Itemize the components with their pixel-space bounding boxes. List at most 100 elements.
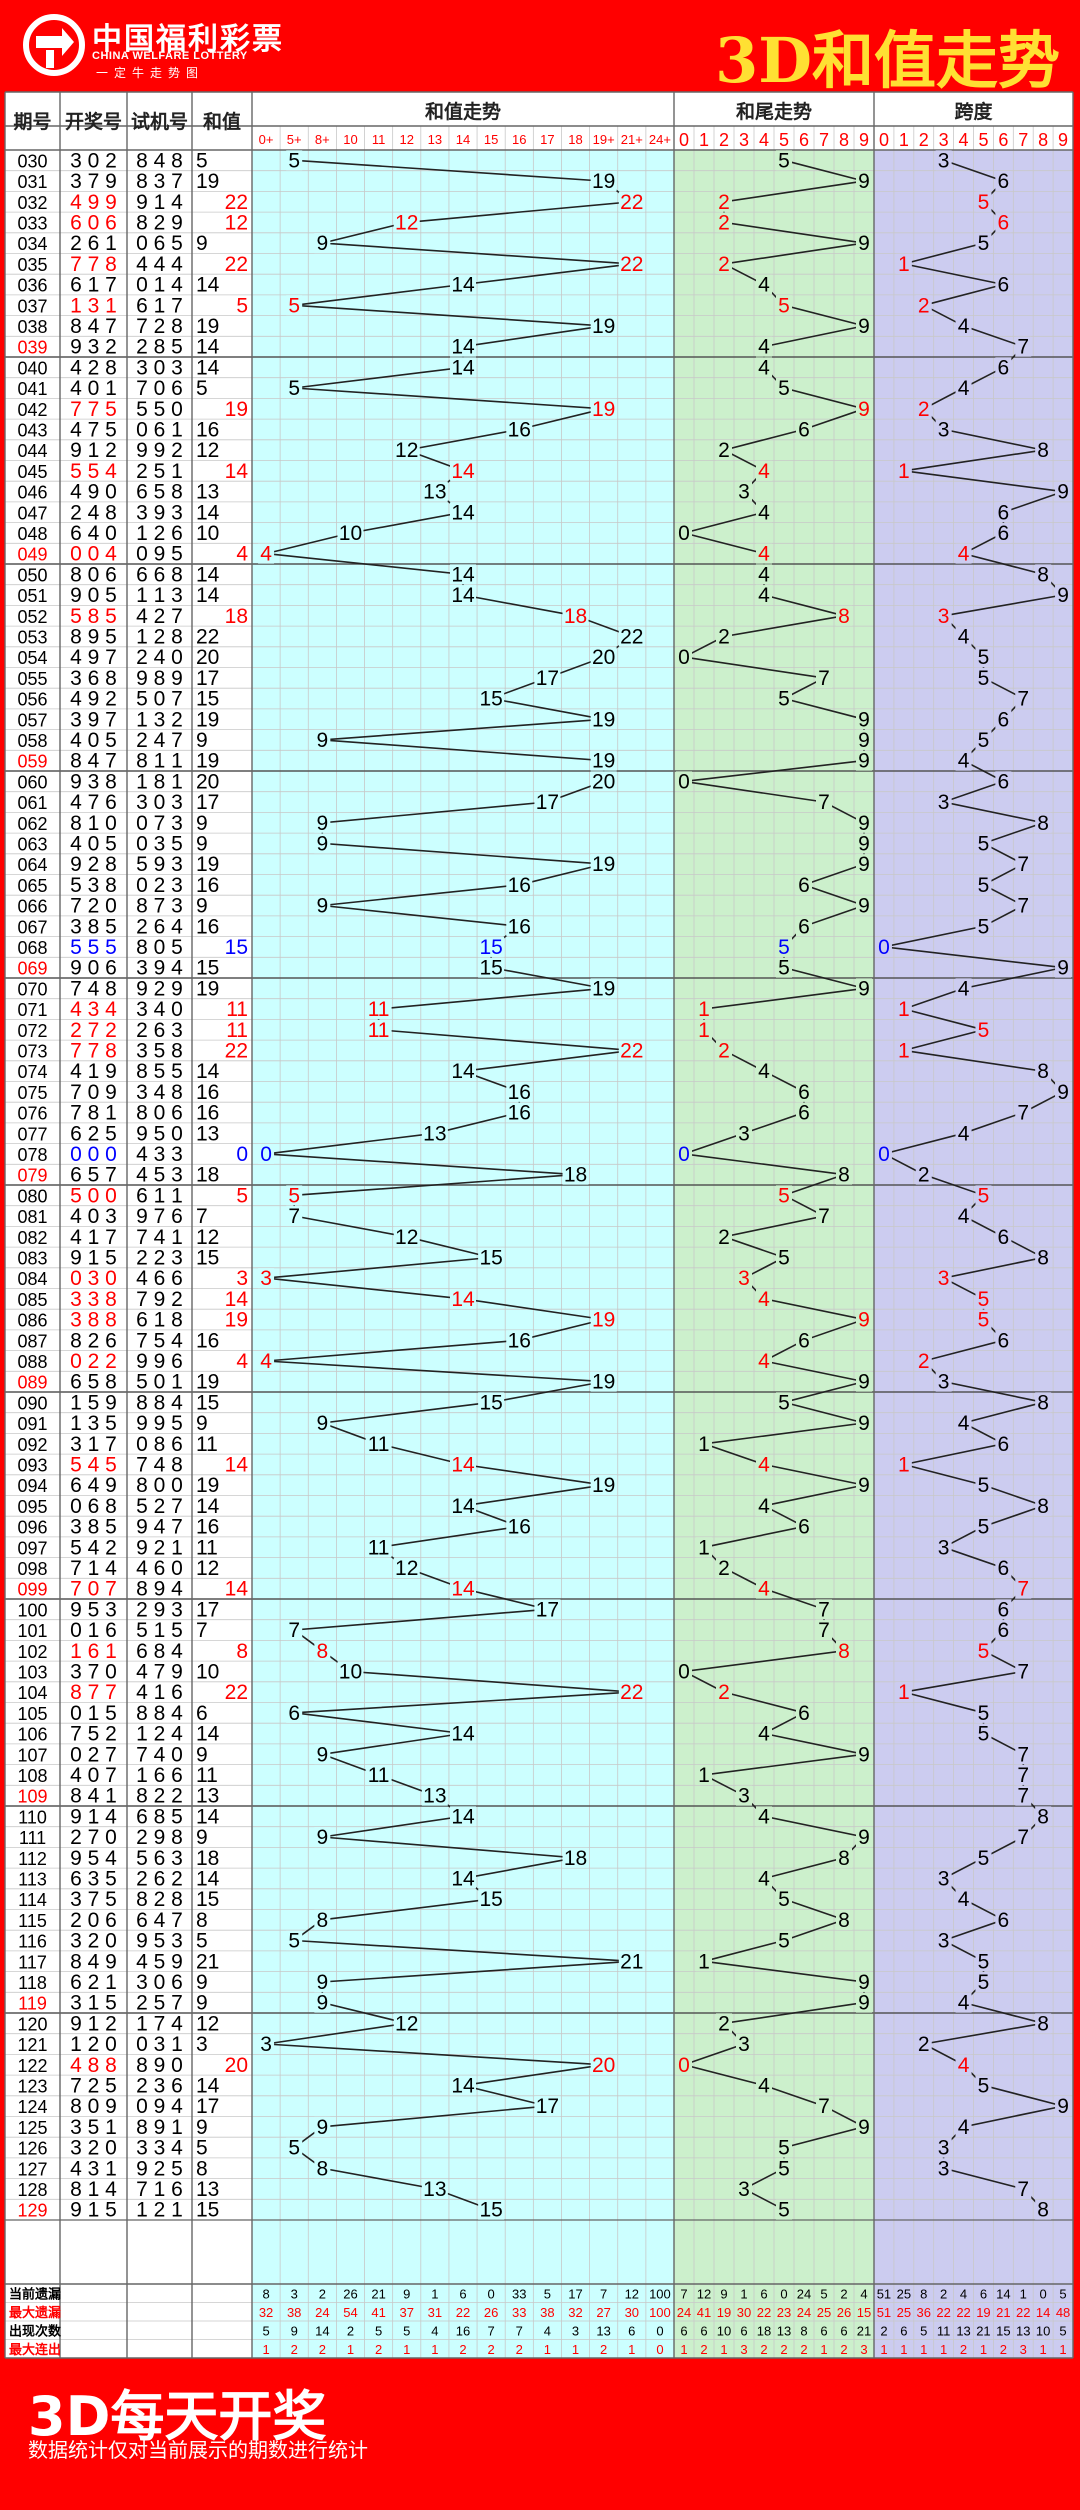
tail-marker: 7 [818, 1619, 830, 1642]
sum-value-cell: 8 [236, 1640, 248, 1663]
span-marker-bg [975, 1019, 992, 1040]
trial-number-cell: 1 8 1 [136, 770, 183, 793]
tail-marker-bg [796, 874, 812, 895]
period-cell: 078 [17, 1145, 47, 1165]
stats-sum-cell: 24 [315, 2305, 329, 2320]
draw-number-cell: 6 1 7 [70, 274, 117, 297]
sum-marker: 8 [316, 2157, 328, 2180]
span-marker-bg [975, 1640, 992, 1661]
sum-marker: 12 [395, 439, 418, 462]
sum-marker-bg [590, 978, 617, 999]
span-marker: 8 [1037, 563, 1049, 586]
span-marker-bg [895, 1040, 912, 1061]
stats-sum-cell: 1 [431, 2286, 438, 2301]
sum-marker: 5 [288, 149, 300, 172]
span-marker: 7 [1017, 1826, 1029, 1849]
table-row: 052 5 8 5 4 2 7 18 18 8 3 [17, 605, 952, 628]
sum-marker: 9 [316, 1826, 328, 1849]
sum-value-cell: 4 [236, 543, 248, 566]
draw-number-cell: 8 4 7 [70, 750, 117, 773]
span-marker-bg [995, 171, 1012, 192]
span-marker: 7 [1017, 1785, 1029, 1808]
sum-marker: 13 [423, 481, 446, 504]
stats-sum-cell: 9 [291, 2323, 298, 2338]
sum-value-cell: 19 [196, 977, 219, 1000]
draw-number-cell: 3 8 5 [70, 1516, 117, 1539]
tail-marker: 4 [758, 501, 770, 524]
sum-marker-bg [450, 357, 476, 378]
sum-marker-bg [450, 1061, 476, 1082]
span-marker: 5 [978, 1474, 990, 1497]
sum-marker: 17 [536, 667, 559, 690]
span-marker-bg [975, 1516, 992, 1537]
period-cell: 053 [17, 627, 47, 647]
sum-marker-bg [478, 688, 505, 709]
tail-marker-bg [796, 1102, 812, 1123]
table-row: 118 6 2 1 3 0 6 9 9 9 5 [18, 1971, 992, 1994]
table-row: 096 3 8 5 9 4 7 16 16 6 5 [17, 1516, 992, 1539]
sum-marker: 18 [564, 1847, 587, 1870]
span-marker-bg [995, 357, 1012, 378]
span-marker-bg [1015, 1102, 1032, 1123]
tail-marker: 6 [798, 874, 810, 897]
tail-marker: 4 [758, 274, 770, 297]
span-marker: 5 [978, 1847, 990, 1870]
draw-number-cell: 6 3 5 [70, 1867, 117, 1890]
sum-value-cell: 9 [196, 832, 208, 855]
sum-marker-bg [365, 1019, 392, 1040]
draw-number-cell: 6 0 6 [70, 211, 117, 234]
sum-marker-bg [618, 626, 645, 647]
table-row: 125 3 5 1 8 9 1 9 9 9 4 [17, 2116, 972, 2139]
span-marker: 5 [978, 232, 990, 255]
span-marker-bg [935, 605, 952, 626]
span-marker-bg [895, 999, 912, 1020]
sum-value-cell: 22 [225, 253, 248, 276]
span-marker-bg [915, 398, 932, 419]
period-cell: 088 [17, 1352, 47, 1372]
trial-number-cell: 8 5 5 [136, 1060, 183, 1083]
draw-number-cell: 8 0 6 [70, 563, 117, 586]
sum-value-cell: 15 [196, 688, 219, 711]
period-cell: 068 [17, 938, 47, 958]
sum-value-cell: 14 [196, 336, 220, 359]
tail-marker-bg [836, 1640, 852, 1661]
draw-number-cell: 0 3 0 [70, 1267, 117, 1290]
draw-number-cell: 9 3 2 [70, 336, 117, 359]
tail-marker: 9 [858, 832, 870, 855]
span-marker: 9 [1057, 481, 1069, 504]
table-row: 068 5 5 5 8 0 5 15 15 5 0 [17, 936, 892, 959]
span-marker: 4 [958, 2054, 970, 2077]
trial-number-cell: 0 9 5 [136, 543, 183, 566]
tail-marker-bg [756, 1723, 772, 1744]
sum-axis-tick: 14 [456, 132, 470, 147]
trial-number-cell: 7 0 6 [136, 377, 183, 400]
stats-tail-cell: 2 [760, 2342, 767, 2357]
sum-marker-bg [478, 957, 505, 978]
span-marker-bg [995, 1433, 1012, 1454]
span-marker-bg [975, 233, 992, 254]
span-axis-tick: 1 [899, 130, 909, 150]
sum-marker: 22 [620, 253, 643, 276]
stats-span-cell: 15 [996, 2323, 1010, 2338]
stats-tail-cell: 15 [857, 2305, 871, 2320]
tail-marker-bg [816, 667, 832, 688]
span-marker: 5 [978, 874, 990, 897]
sum-marker-bg [421, 2178, 448, 2199]
stats-tail-cell: 24 [677, 2305, 691, 2320]
period-cell: 075 [17, 1083, 47, 1103]
draw-number-cell: 8 1 4 [70, 2178, 117, 2201]
span-marker-bg [955, 315, 972, 336]
sum-marker: 9 [316, 1992, 328, 2015]
period-cell: 127 [17, 2159, 47, 2179]
trial-number-cell: 9 5 0 [136, 1122, 183, 1145]
table-row: 063 4 0 5 0 3 5 9 9 9 5 [17, 832, 992, 855]
draw-number-cell: 2 0 6 [70, 1909, 117, 1932]
period-cell: 128 [17, 2180, 47, 2200]
draw-number-cell: 9 0 6 [70, 957, 117, 980]
trial-number-cell: 5 5 0 [136, 398, 183, 421]
sum-marker-bg [450, 1288, 476, 1309]
sum-marker-bg [286, 1206, 303, 1227]
sum-axis-tick: 16 [512, 132, 526, 147]
